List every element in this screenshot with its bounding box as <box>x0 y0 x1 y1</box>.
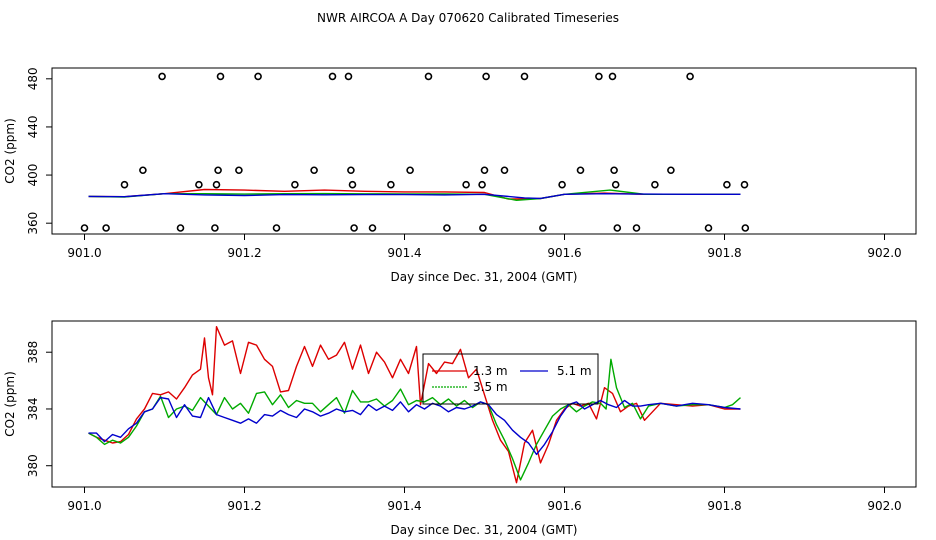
calibration-point <box>291 180 299 189</box>
calibration-point <box>704 224 713 232</box>
bottom-x-tick-label: 902.0 <box>867 499 901 513</box>
calibration-point <box>350 224 358 232</box>
calibration-point <box>214 166 222 175</box>
calibration-point <box>479 224 487 232</box>
bottom-y-tick-label: 388 <box>26 341 40 364</box>
top-y-tick-label: 440 <box>26 115 40 138</box>
bottom-x-tick-label: 901.2 <box>227 499 261 513</box>
calibration-point <box>539 224 547 232</box>
calibration-point <box>482 72 490 81</box>
calibration-point <box>520 72 529 81</box>
calibration-point <box>344 72 353 81</box>
calibration-point <box>608 72 617 81</box>
top-series-lines <box>88 188 741 202</box>
calibration-point <box>462 180 470 189</box>
bottom-series-line-5-1-m <box>88 396 741 456</box>
legend-box <box>422 353 599 405</box>
top-x-tick-label: 901.6 <box>547 246 581 260</box>
calibration-point <box>723 180 731 189</box>
calibration-point <box>120 180 129 189</box>
calibration-point <box>348 180 357 189</box>
calibration-point <box>272 224 281 232</box>
legend: 1.3 m 3.5 m 5.1 m <box>422 353 599 405</box>
calibration-point <box>741 224 750 232</box>
bottom-x-tick-label: 901.6 <box>547 499 581 513</box>
calibration-point <box>500 166 509 175</box>
calibration-point <box>80 224 89 232</box>
calibration-point <box>443 224 451 232</box>
chart-title: NWR AIRCOA A Day 070620 Calibrated Times… <box>317 11 619 25</box>
bottom-x-tick-label: 901.4 <box>387 499 421 513</box>
calibration-point <box>347 166 355 175</box>
calibration-point <box>195 180 203 189</box>
calibration-point <box>406 166 414 175</box>
calibration-point <box>235 166 243 175</box>
calibration-point <box>740 180 749 189</box>
calibration-point <box>613 224 622 232</box>
calibration-point <box>102 224 110 232</box>
legend-label-3-5m: 3.5 m <box>473 380 508 394</box>
top-x-tick-label: 902.0 <box>867 246 901 260</box>
top-x-tick-label: 901.2 <box>227 246 261 260</box>
top-y-tick-label: 400 <box>26 164 40 187</box>
bottom-y-tick-label: 380 <box>26 454 40 477</box>
calibration-point <box>211 224 219 232</box>
top-y-axis: 360 400 440 480 <box>26 67 52 235</box>
calibration-point <box>328 72 337 81</box>
top-y-tick-label: 480 <box>26 67 40 90</box>
calibration-point <box>216 72 225 81</box>
bottom-y-axis: 380 384 388 <box>26 341 52 477</box>
calibration-point <box>610 166 618 175</box>
bottom-series-line-1-3-m <box>88 326 741 484</box>
calibration-point <box>651 180 659 189</box>
calibration-point <box>558 180 566 189</box>
calibration-point <box>368 224 377 232</box>
calibration-point <box>387 180 395 189</box>
calibration-point <box>480 166 489 175</box>
bottom-series-lines <box>88 326 741 484</box>
top-x-axis-label: Day since Dec. 31, 2004 (GMT) <box>391 270 578 284</box>
bottom-panel: 901.0 901.2 901.4 901.6 901.8 902.0 380 384 388… <box>3 320 917 537</box>
calibration-point <box>212 180 221 189</box>
calibration-point <box>576 166 585 175</box>
bottom-x-tick-label: 901.8 <box>707 499 741 513</box>
bottom-x-axis-label: Day since Dec. 31, 2004 (GMT) <box>391 523 578 537</box>
bottom-x-tick-label: 901.0 <box>67 499 101 513</box>
top-x-tick-label: 901.8 <box>707 246 741 260</box>
calibration-point <box>632 224 641 232</box>
bottom-y-axis-label: CO2 (ppm) <box>3 371 17 437</box>
calibration-point <box>686 72 694 81</box>
bottom-series-line-3-5-m <box>88 358 741 481</box>
top-series-line-5-1-m <box>88 192 741 200</box>
top-x-axis: 901.0 901.2 901.4 901.6 901.8 902.0 <box>67 234 902 260</box>
bottom-y-tick-label: 384 <box>26 398 40 421</box>
top-y-axis-label: CO2 (ppm) <box>3 118 17 184</box>
calibration-point <box>139 166 147 175</box>
calibration-point <box>424 72 433 81</box>
top-calibration-points <box>80 72 750 232</box>
calibration-point <box>254 72 262 81</box>
calibration-point <box>478 180 486 189</box>
top-panel: 901.0 901.2 901.4 901.6 901.8 902.0 360 400 440… <box>3 67 917 284</box>
calibration-point <box>176 224 185 232</box>
calibration-point <box>611 180 620 189</box>
calibration-point <box>595 72 603 81</box>
top-y-tick-label: 360 <box>26 212 40 235</box>
legend-label-5-1m: 5.1 m <box>557 364 592 378</box>
legend-label-1-3m: 1.3 m <box>473 364 508 378</box>
top-x-tick-label: 901.0 <box>67 246 101 260</box>
calibration-point <box>310 166 318 175</box>
top-x-tick-label: 901.4 <box>387 246 421 260</box>
top-plot-frame <box>51 67 917 235</box>
bottom-plot-frame <box>51 320 917 488</box>
bottom-x-axis: 901.0 901.2 901.4 901.6 901.8 902.0 <box>67 487 902 513</box>
calibration-point <box>667 166 675 175</box>
calibration-point <box>158 72 166 81</box>
